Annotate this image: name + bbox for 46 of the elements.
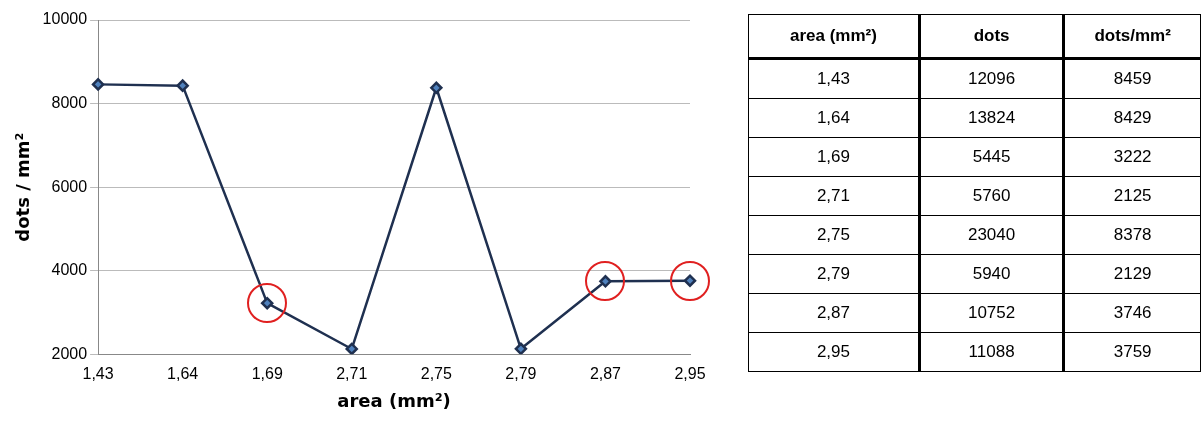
x-tick-label: 1,64 (167, 365, 199, 383)
data-label: 8429 (1063, 98, 1201, 138)
y-tick-label: 4000 (51, 261, 88, 279)
data-label: 12096 (919, 58, 1064, 99)
data-label: 2125 (1063, 176, 1201, 216)
point (514, 342, 528, 355)
x-tick-label: 2,95 (674, 365, 706, 383)
point (345, 342, 359, 355)
x-tick-label: 1,69 (251, 365, 283, 383)
data-label: 2129 (1063, 254, 1201, 294)
data-label: 5760 (919, 176, 1064, 216)
point (176, 79, 189, 92)
data-label: 3222 (1063, 137, 1201, 177)
category-label: 1,43 (748, 58, 920, 99)
category-label: 2,75 (748, 215, 920, 255)
data-label: 3746 (1063, 293, 1201, 333)
category-label: 2,71 (748, 176, 920, 216)
y-axis-title: dots / mm² (12, 132, 34, 242)
data-label: 8459 (1063, 58, 1201, 99)
data-label: 8378 (1063, 215, 1201, 255)
y-tick-label: 10000 (42, 10, 88, 28)
x-tick-label: 2,71 (336, 365, 368, 383)
x-tick-label: 2,87 (589, 365, 622, 383)
category-label: 2,79 (748, 254, 920, 294)
data-label: 13824 (919, 98, 1064, 138)
text: dots/mm² (1063, 14, 1201, 59)
x-axis-title: area (mm²) (337, 389, 451, 411)
data-label: 3759 (1063, 332, 1201, 372)
text: dots (919, 14, 1064, 59)
data-label: 10752 (919, 293, 1064, 333)
data-label: 5940 (919, 254, 1064, 294)
data-label: 23040 (919, 215, 1064, 255)
point (430, 81, 443, 95)
y-tick-label: 8000 (51, 93, 88, 111)
text: area (mm²) (748, 14, 920, 59)
data-label: 11088 (919, 332, 1064, 372)
x-tick-label: 2,79 (505, 365, 537, 383)
y-tick-label: 2000 (51, 344, 88, 362)
category-label: 1,64 (748, 98, 920, 138)
data-label: 5445 (919, 137, 1064, 177)
category-label: 2,87 (748, 293, 920, 333)
x-tick-label: 2,75 (420, 365, 452, 383)
category-label: 1,69 (748, 137, 920, 177)
x-tick-label: 1,43 (82, 365, 114, 383)
y-tick-label: 6000 (51, 177, 88, 195)
point (91, 78, 105, 91)
